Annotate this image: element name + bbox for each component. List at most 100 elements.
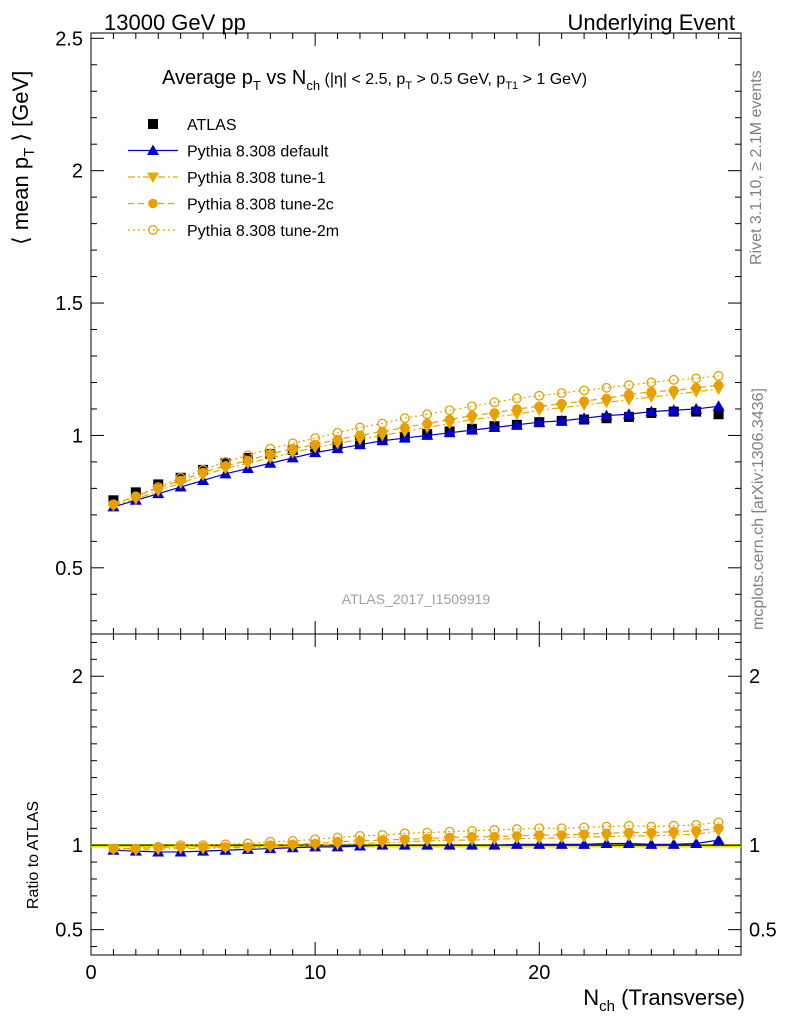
legend-label: Pythia 8.308 tune-2m xyxy=(187,223,339,240)
data-point xyxy=(466,424,479,435)
series-pythia-8-308-default xyxy=(107,400,725,512)
data-point xyxy=(220,839,231,850)
series-line xyxy=(113,839,719,853)
data-point xyxy=(624,389,634,400)
series-atlas xyxy=(108,406,724,506)
data-point xyxy=(377,426,388,437)
data-point xyxy=(421,429,434,440)
data-point xyxy=(667,838,680,849)
data-point xyxy=(555,838,568,849)
data-point xyxy=(712,400,725,411)
data-point xyxy=(511,393,522,404)
legend-item: Pythia 8.308 default xyxy=(128,144,329,161)
data-point xyxy=(108,499,119,510)
data-point xyxy=(310,834,321,845)
data-point xyxy=(467,825,477,836)
data-point xyxy=(645,405,658,417)
series-pythia-8-308-default xyxy=(107,834,725,857)
data-point xyxy=(690,837,703,848)
data-point xyxy=(332,427,343,438)
data-point xyxy=(332,832,343,843)
header-right: Underlying Event xyxy=(567,10,735,35)
header-left: 13000 GeV pp xyxy=(104,10,246,35)
data-point xyxy=(668,385,679,396)
data-point xyxy=(108,499,119,510)
data-point xyxy=(489,831,500,842)
data-point xyxy=(646,386,657,397)
legend-label: Pythia 8.308 tune-2c xyxy=(187,197,334,214)
series-line xyxy=(113,375,719,505)
y-tick-label-right: 0.5 xyxy=(749,920,777,942)
legend-label: ATLAS xyxy=(187,117,237,134)
main-panel: 0.5 1 1.5 2 2.5 xyxy=(55,28,742,635)
data-point xyxy=(265,836,276,847)
chart-title: Average pT vs Nch (|η| < 2.5, pT > 0.5 G… xyxy=(162,67,587,93)
data-point xyxy=(534,830,545,840)
data-point xyxy=(377,835,388,845)
data-point xyxy=(399,413,410,424)
ratio-panel: 0.5 0.51 12 20 10 20 xyxy=(55,633,777,984)
data-point xyxy=(556,823,567,834)
legend-label: Pythia 8.308 default xyxy=(187,144,329,161)
y-tick-label-right: 1 xyxy=(749,835,760,857)
data-point xyxy=(265,449,276,459)
data-point xyxy=(220,456,231,467)
data-point xyxy=(622,408,635,419)
data-point xyxy=(377,830,388,840)
data-point xyxy=(667,404,680,415)
rivet-label: Rivet 3.1.10, ≥ 2.1M events xyxy=(748,70,765,265)
legend-marker xyxy=(148,119,158,129)
data-point xyxy=(512,831,522,841)
series-pythia-8-308-tune-1 xyxy=(107,384,725,512)
legend-marker xyxy=(148,198,158,209)
x-tick-label: 20 xyxy=(528,962,550,984)
data-point xyxy=(579,385,590,396)
data-point xyxy=(691,819,702,830)
data-point xyxy=(175,840,186,851)
y-tick-label: 2 xyxy=(72,666,83,688)
ratio-y-axis-label: Ratio to ATLAS xyxy=(25,801,42,909)
data-point xyxy=(601,382,612,393)
data-point xyxy=(265,840,276,850)
data-point xyxy=(377,418,388,429)
data-point xyxy=(691,373,702,384)
data-point xyxy=(108,843,119,854)
data-point xyxy=(422,827,433,838)
data-point xyxy=(355,422,365,433)
series-pythia-8-308-tune-2m xyxy=(108,370,724,510)
data-point xyxy=(355,830,365,841)
data-point xyxy=(175,472,186,483)
data-point xyxy=(488,421,501,432)
data-point xyxy=(243,455,253,466)
data-point xyxy=(175,475,186,486)
data-point xyxy=(399,422,410,433)
data-point xyxy=(287,443,298,454)
legend-item: Pythia 8.308 tune-2c xyxy=(128,197,334,214)
data-point xyxy=(668,820,679,831)
data-point xyxy=(512,404,522,414)
y-tick-label: 0.5 xyxy=(55,558,83,580)
data-point xyxy=(691,382,701,393)
data-point xyxy=(355,836,365,846)
data-point xyxy=(533,416,546,427)
data-point xyxy=(444,405,455,416)
data-point xyxy=(243,842,253,852)
series-line xyxy=(113,821,719,850)
series-line xyxy=(113,827,719,850)
data-point xyxy=(601,393,612,404)
data-point xyxy=(534,390,545,401)
data-point xyxy=(287,839,298,850)
data-point xyxy=(600,837,613,848)
data-point xyxy=(153,482,164,493)
data-point xyxy=(646,821,657,832)
data-point xyxy=(198,467,208,478)
data-point xyxy=(399,828,410,839)
data-point xyxy=(422,418,433,429)
data-point xyxy=(131,843,141,854)
data-point xyxy=(579,822,590,833)
legend-item: Pythia 8.308 tune-2m xyxy=(128,223,339,240)
y-tick-label: 1 xyxy=(72,835,83,857)
legend-marker xyxy=(148,225,158,235)
data-point xyxy=(623,820,634,831)
